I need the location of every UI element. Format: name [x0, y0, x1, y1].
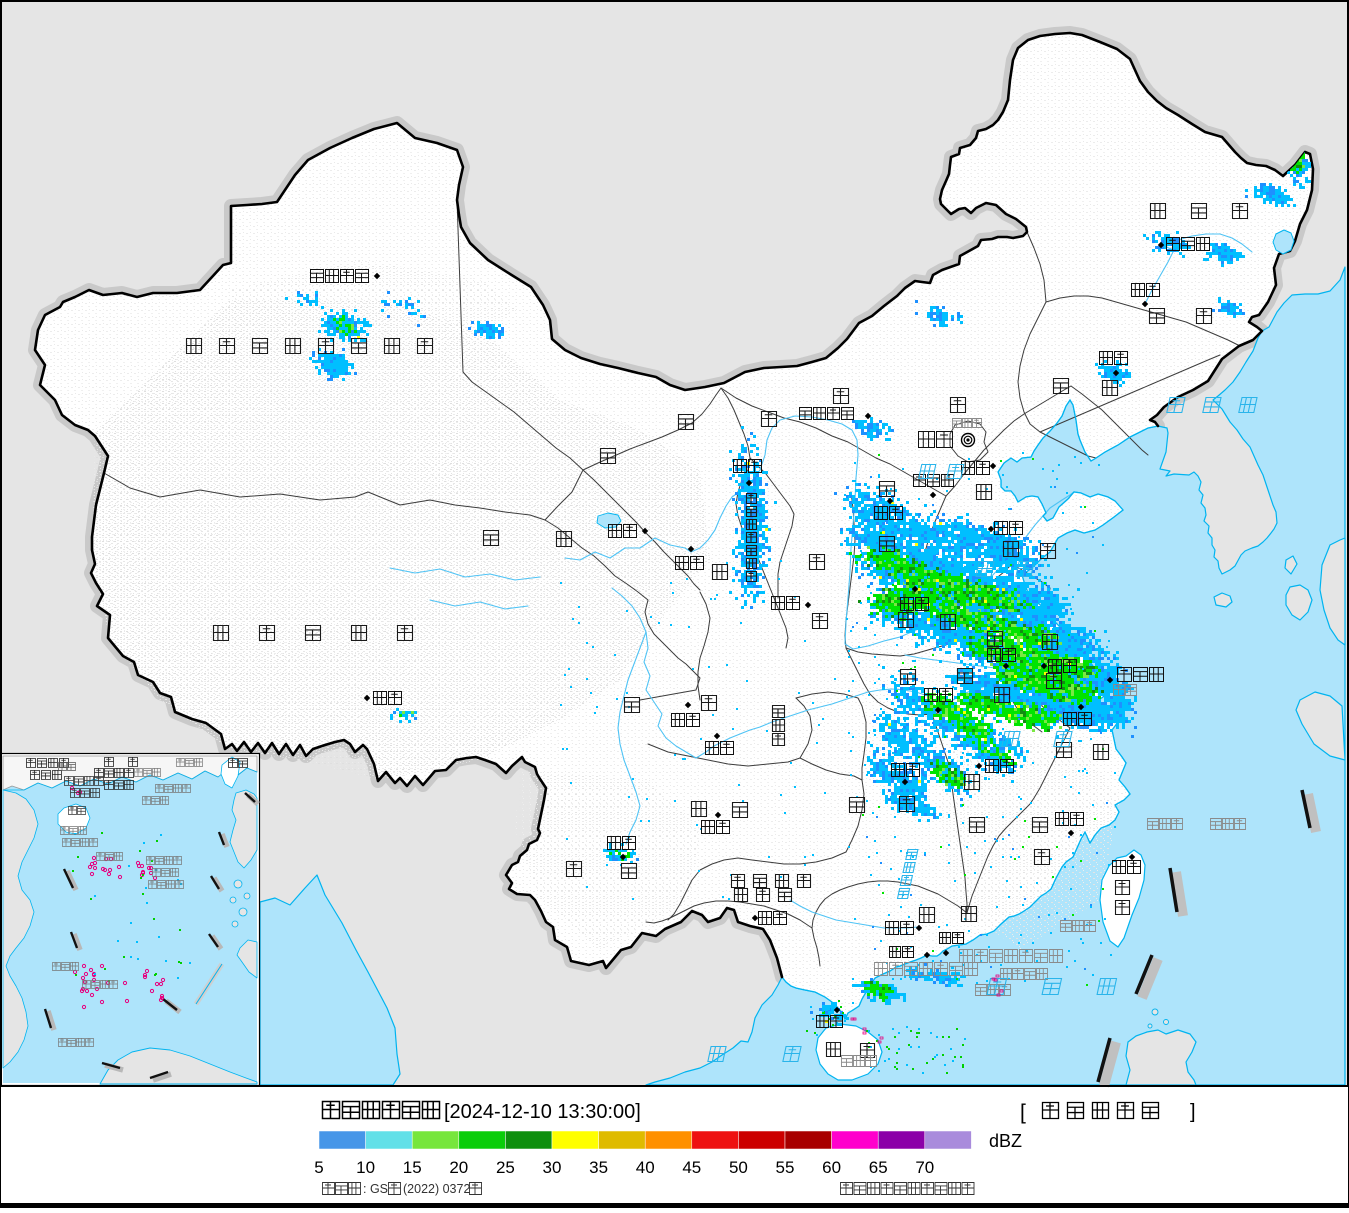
svg-text:50: 50 — [729, 1158, 748, 1177]
svg-text:]: ] — [1190, 1101, 1196, 1123]
svg-text:dBZ: dBZ — [989, 1131, 1022, 1151]
svg-text:55: 55 — [776, 1158, 795, 1177]
svg-text:40: 40 — [636, 1158, 655, 1177]
svg-text:15: 15 — [403, 1158, 422, 1177]
svg-text:30: 30 — [543, 1158, 562, 1177]
svg-text:45: 45 — [682, 1158, 701, 1177]
svg-text:60: 60 — [822, 1158, 841, 1177]
svg-text:5: 5 — [314, 1158, 323, 1177]
svg-text:: GS: : GS — [363, 1182, 388, 1196]
svg-text:[: [ — [1020, 1101, 1026, 1124]
svg-text:25: 25 — [496, 1158, 515, 1177]
svg-text:10: 10 — [356, 1158, 375, 1177]
svg-text:35: 35 — [589, 1158, 608, 1177]
svg-text:[2024-12-10 13:30:00]: [2024-12-10 13:30:00] — [444, 1101, 641, 1123]
svg-text:65: 65 — [869, 1158, 888, 1177]
svg-text:20: 20 — [449, 1158, 468, 1177]
svg-text:70: 70 — [915, 1158, 934, 1177]
svg-text:(2022) 0372: (2022) 0372 — [403, 1182, 470, 1196]
